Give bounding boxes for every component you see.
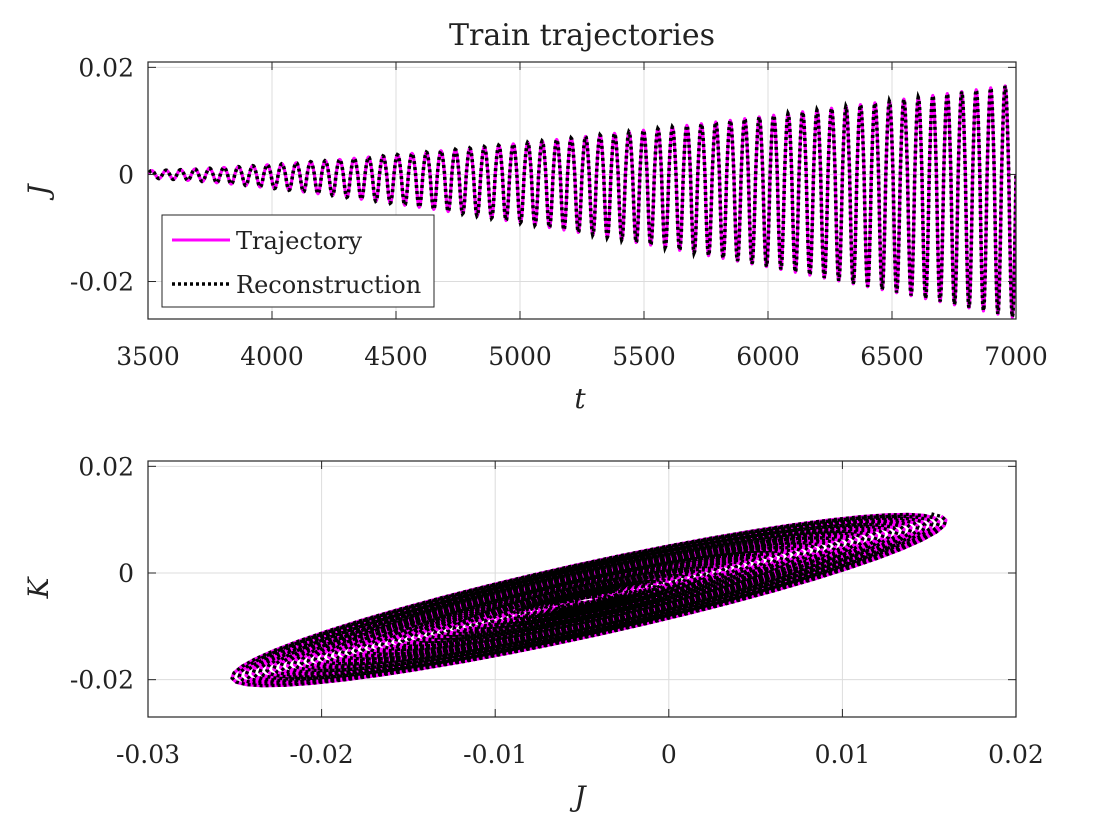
- plot-area-top: [148, 84, 1016, 319]
- x-tick-label: 4000: [240, 342, 304, 371]
- y-tick-label: 0: [118, 559, 134, 588]
- x-tick-label: 6000: [736, 342, 800, 371]
- series-line-trajectory: [148, 84, 1016, 319]
- x-tick-label: 6500: [860, 342, 924, 371]
- phase-portrait-panel: -0.03 -0.02 -0.01 0 0.01 0.02 0.02 0 -0.02 J K: [22, 452, 1044, 813]
- y-axis-label-bottom: K: [22, 575, 55, 599]
- time-series-panel: Train trajectories 3500 4000 4500 5000 5500 6…: [22, 18, 1048, 415]
- x-tick-label: 0: [661, 740, 677, 769]
- legend-label-trajectory: Trajectory: [236, 227, 362, 255]
- plot-area-bottom: [230, 512, 948, 688]
- x-axis-label-top: t: [574, 382, 586, 415]
- x-axis-label-bottom: J: [569, 780, 587, 813]
- x-tick-label: -0.02: [290, 740, 354, 769]
- x-tick-label: -0.01: [463, 740, 527, 769]
- ticks-bottom: -0.03 -0.02 -0.01 0 0.01 0.02 0.02 0 -0.02: [70, 452, 1044, 769]
- legend-box: [161, 214, 435, 308]
- x-tick-label: 0.02: [988, 740, 1044, 769]
- x-tick-label: 5500: [612, 342, 676, 371]
- x-tick-label: -0.03: [116, 740, 180, 769]
- axes-box-bottom: [147, 460, 1017, 718]
- x-tick-label: 7000: [984, 342, 1048, 371]
- y-tick-label: 0: [118, 160, 134, 189]
- legend: Trajectory Reconstruction: [161, 214, 435, 308]
- x-tick-label: 3500: [116, 342, 180, 371]
- y-tick-label: 0.02: [78, 53, 134, 82]
- y-axis-label-top: J: [22, 183, 55, 201]
- x-tick-label: 5000: [488, 342, 552, 371]
- ticks-top: 3500 4000 4500 5000 5500 6000 6500 7000 0.02 0 -0.…: [70, 53, 1048, 371]
- y-tick-label: -0.02: [70, 666, 134, 695]
- x-tick-label: 0.01: [815, 740, 871, 769]
- chart-title: Train trajectories: [449, 18, 715, 53]
- y-tick-label: -0.02: [70, 268, 134, 297]
- y-tick-label: 0.02: [78, 452, 134, 481]
- legend-label-reconstruction: Reconstruction: [236, 271, 421, 299]
- axes-box-top: [147, 61, 1017, 320]
- x-tick-label: 4500: [364, 342, 428, 371]
- phase-line-reconstruction: [230, 512, 948, 688]
